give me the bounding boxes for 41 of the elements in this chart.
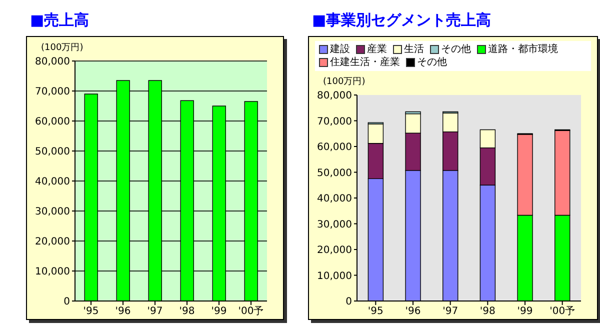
x-tick-label: '99 xyxy=(517,306,533,318)
y-tick-label: 20,000 xyxy=(317,245,352,256)
x-tick-label: '97 xyxy=(442,306,458,318)
x-tick-label: '98 xyxy=(179,306,195,318)
x-tick-label: '00予 xyxy=(550,306,576,318)
legend-label: 産業 xyxy=(366,43,387,56)
x-tick-label: '95 xyxy=(83,306,99,318)
y-tick-label: 10,000 xyxy=(317,270,352,282)
y-tick-label: 70,000 xyxy=(317,116,352,128)
y-tick-label: 70,000 xyxy=(35,86,70,98)
legend-label: 住建生活・産業 xyxy=(329,56,400,69)
x-tick-label: '97 xyxy=(147,306,163,318)
y-tick-label: 60,000 xyxy=(317,142,352,154)
legend-label: 建設 xyxy=(329,43,350,56)
y-tick-label: 10,000 xyxy=(35,266,70,278)
y-tick-label: 30,000 xyxy=(317,219,352,230)
legend-label: 道路・都市環境 xyxy=(487,43,558,56)
y-tick-label: 50,000 xyxy=(317,168,352,179)
chart-title: ■売上高 xyxy=(29,10,90,31)
legend-label: その他 xyxy=(416,56,447,69)
y-tick-label: 80,000 xyxy=(317,90,352,102)
x-tick-label: '96 xyxy=(405,306,421,318)
y-axis-title: (100万円) xyxy=(40,42,84,55)
y-tick-label: 60,000 xyxy=(35,116,70,128)
x-tick-label: '98 xyxy=(480,306,496,318)
y-tick-label: 40,000 xyxy=(317,194,352,205)
x-tick-label: '00予 xyxy=(238,306,264,318)
legend-label: 生活 xyxy=(403,43,424,56)
y-axis-title: (100万円) xyxy=(322,76,366,89)
x-tick-label: '96 xyxy=(115,306,131,318)
y-tick-label: 80,000 xyxy=(35,56,70,68)
y-tick-label: 30,000 xyxy=(35,206,70,218)
y-tick-label: 20,000 xyxy=(35,236,70,248)
x-tick-label: '99 xyxy=(211,306,227,318)
y-tick-label: 0 xyxy=(346,296,352,308)
legend-label: その他 xyxy=(440,43,471,56)
y-tick-label: 0 xyxy=(64,296,70,308)
chart-title: ■事業別セグメント売上高 xyxy=(311,10,492,31)
x-tick-label: '95 xyxy=(368,306,384,318)
y-tick-label: 40,000 xyxy=(35,176,70,188)
y-tick-label: 50,000 xyxy=(35,146,70,158)
